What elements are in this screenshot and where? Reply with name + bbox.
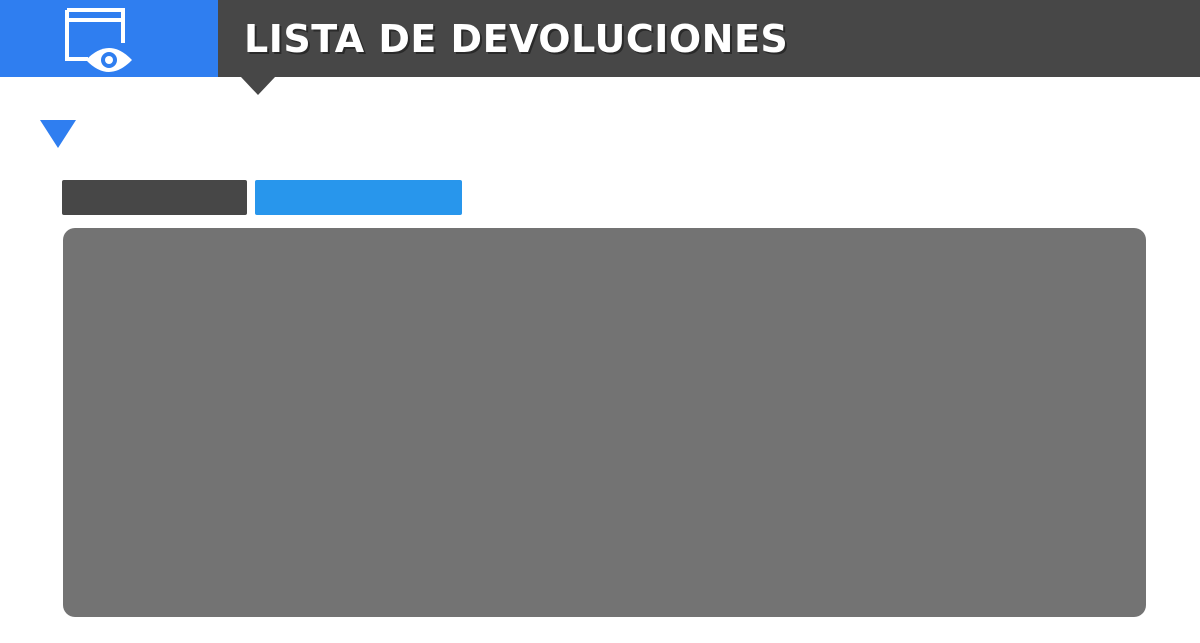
window-eye-icon	[65, 8, 132, 72]
header-icon-box	[0, 0, 218, 77]
content-panel	[63, 228, 1146, 617]
collapse-toggle-icon[interactable]	[40, 120, 76, 148]
tab-dark[interactable]	[62, 180, 247, 215]
header-pointer	[241, 77, 275, 95]
tab-blue[interactable]	[255, 180, 462, 215]
header-bar: LISTA DE DEVOLUCIONES	[0, 0, 1200, 77]
page-title: LISTA DE DEVOLUCIONES	[244, 17, 789, 61]
